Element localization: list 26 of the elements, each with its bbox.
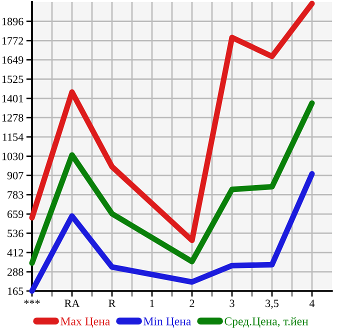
y-tick-label: 1896 <box>2 18 24 26</box>
y-tick-label: 288 <box>7 268 24 276</box>
x-tick-label: RA <box>64 300 80 308</box>
legend-label: Сред.Цена, т.йен <box>224 317 308 328</box>
y-tick-label: 412 <box>7 249 24 256</box>
y-tick-label: 1154 <box>2 133 24 141</box>
y-tick-label: 1649 <box>2 56 24 64</box>
y-tick-label: 1030 <box>2 152 24 160</box>
x-tick-label: 2 <box>190 300 194 308</box>
y-tick-label: 783 <box>8 191 24 199</box>
x-tick-label: 3,5 <box>266 300 279 309</box>
x-tick-label: 1 <box>150 300 154 308</box>
y-tick-label: 1772 <box>2 37 24 44</box>
x-tick-label: R <box>108 300 116 308</box>
y-tick-label: 1401 <box>2 94 23 102</box>
x-tick-label: 3 <box>230 300 234 308</box>
x-tick-label: 4 <box>309 300 315 308</box>
x-tick-label: *** <box>24 300 40 304</box>
y-tick-label: 907 <box>7 172 24 180</box>
y-tick-label: 165 <box>8 287 24 295</box>
legend-label: Min Цена <box>144 317 192 328</box>
y-tick-label: 536 <box>8 230 24 238</box>
legend-label: Max Цена <box>60 317 110 328</box>
y-tick-label: 659 <box>7 210 24 218</box>
y-tick-label: 1278 <box>2 114 24 122</box>
y-tick-label: 1525 <box>2 76 24 84</box>
